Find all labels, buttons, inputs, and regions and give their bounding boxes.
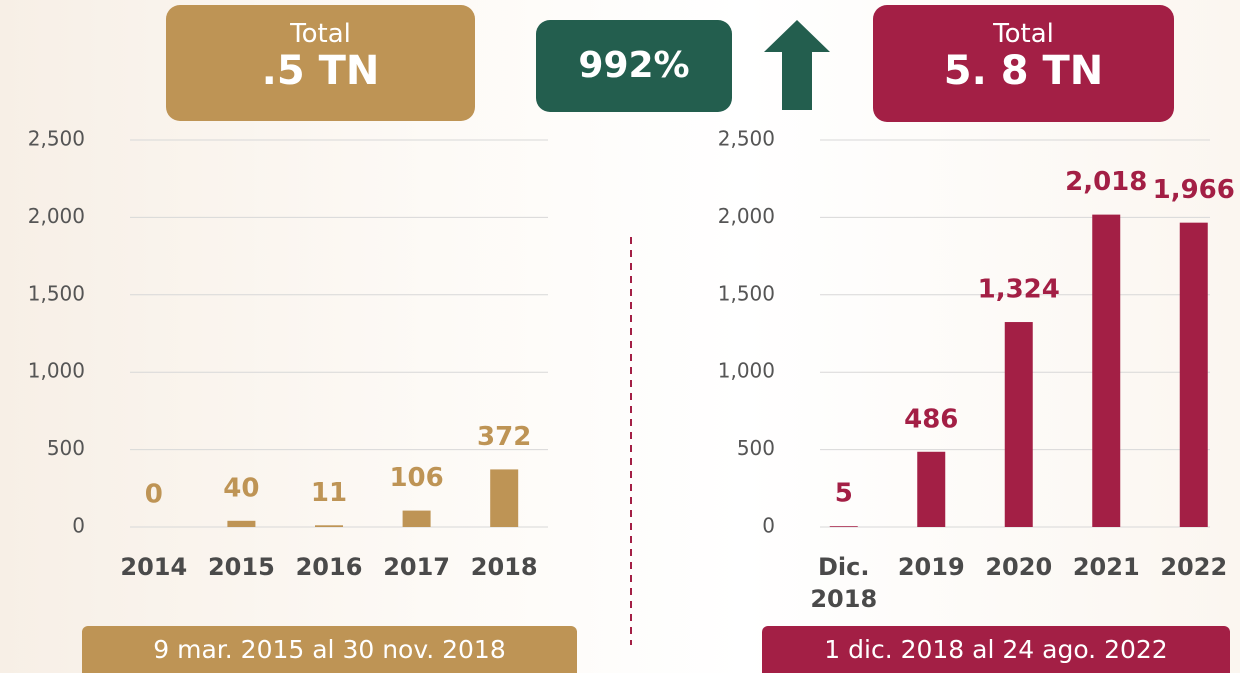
value-label: 1,966: [1153, 175, 1235, 205]
x-tick-label: Dic. 2018: [810, 553, 878, 613]
total-label: Total: [290, 19, 351, 49]
value-label: 106: [389, 463, 443, 493]
value-label: 0: [145, 480, 163, 510]
x-tick-label: 2014: [120, 553, 188, 581]
y-tick-label: 2,000: [718, 204, 775, 228]
total-box: Total .5 TN: [166, 5, 475, 121]
y-tick-label: 500: [47, 436, 85, 460]
total-value: 5. 8 TN: [943, 48, 1104, 94]
bar: [490, 469, 519, 527]
x-tick-label: 2022: [1160, 553, 1228, 581]
y-tick-label: 2,500: [718, 127, 775, 151]
x-tick-label: 2016: [295, 553, 363, 581]
y-tick-label: 1,500: [718, 281, 775, 305]
bar: [1179, 222, 1208, 527]
total-label: Total: [993, 19, 1054, 49]
bar: [315, 525, 343, 527]
value-label: 486: [904, 404, 958, 434]
x-tick-label: 2018: [470, 553, 538, 581]
period: 1 dic. 2018 al 24 ago. 2022: [762, 626, 1230, 673]
value-label: 5: [835, 479, 853, 509]
bar: [917, 451, 946, 527]
y-tick-label: 1,000: [28, 359, 85, 383]
up-arrow: [764, 20, 830, 110]
x-tick-label: 2015: [207, 553, 275, 581]
bar: [402, 510, 431, 527]
value-label: 2,018: [1065, 167, 1147, 197]
total-value: .5 TN: [261, 48, 380, 94]
value-label: 40: [223, 473, 259, 503]
period: 9 mar. 2015 al 30 nov. 2018: [82, 626, 577, 673]
x-tick-label: 2017: [383, 553, 450, 581]
y-tick-label: 500: [737, 436, 775, 460]
y-tick-label: 1,000: [718, 359, 775, 383]
total-box: Total 5. 8 TN: [873, 5, 1174, 122]
y-tick-label: 2,500: [28, 127, 85, 151]
value-label: 1,324: [978, 275, 1060, 305]
value-label: 372: [477, 422, 531, 452]
y-tick-label: 2,000: [28, 204, 85, 228]
bar: [829, 526, 858, 527]
y-tick-label: 0: [762, 514, 775, 538]
bar: [1004, 322, 1033, 527]
y-tick-label: 1,500: [28, 281, 85, 305]
bar: [1092, 214, 1121, 528]
x-tick-label: 2020: [985, 553, 1053, 581]
growth-box: 992%: [536, 20, 732, 112]
bar: [227, 520, 256, 527]
x-tick-label: 2019: [897, 553, 965, 581]
x-tick-label: 2021: [1072, 553, 1140, 581]
y-tick-label: 0: [72, 514, 85, 538]
value-label: 11: [311, 478, 347, 508]
